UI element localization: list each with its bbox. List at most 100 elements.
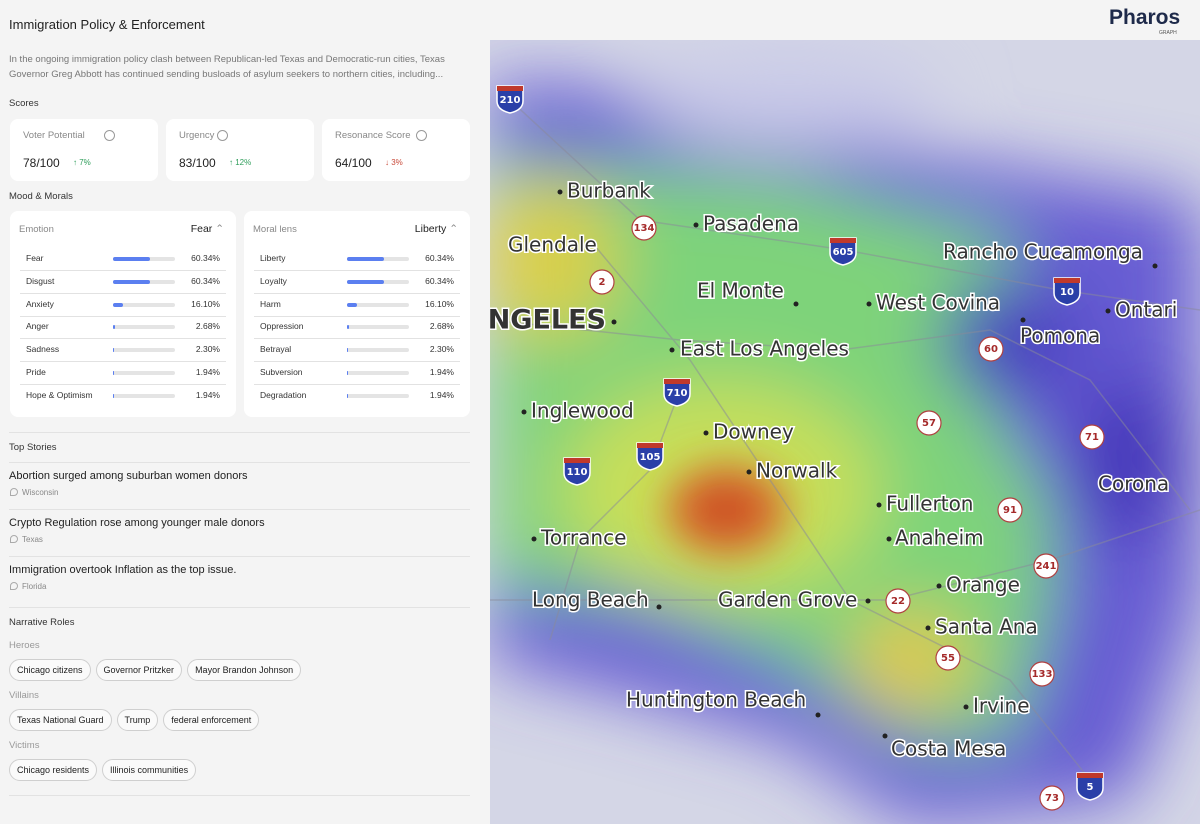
score-card[interactable]: Voter Potential 78/100 ↑ 7%: [10, 119, 158, 181]
row-value: 60.34%: [191, 253, 220, 263]
city-dot: [693, 222, 699, 228]
heat-map[interactable]: Burbank Glendale Pasadena ANGELES El Monte We…: [490, 40, 1200, 824]
story-headline[interactable]: Crypto Regulation rose among younger mal…: [9, 517, 265, 529]
route-number: 71: [1085, 432, 1099, 443]
score-value: 83/100: [179, 156, 216, 170]
interstate-number: 105: [640, 452, 661, 463]
role-tag[interactable]: Governor Pritzker: [95, 659, 183, 681]
city-dot: [936, 583, 942, 589]
interstate-shield: [496, 85, 524, 114]
row-value: 60.34%: [191, 275, 220, 286]
row-separator: [254, 315, 460, 317]
dropdown[interactable]: Liberty ⌃: [415, 223, 458, 235]
story-location: Florida: [22, 582, 47, 591]
row-value: 2.30%: [195, 344, 220, 355]
city-dot: [531, 536, 537, 542]
score-label: Urgency: [179, 130, 215, 141]
role-tag[interactable]: Trump: [116, 709, 159, 731]
mood-panel: Moral lens Liberty ⌃ Liberty 60.34% Loyalty 6…: [244, 211, 470, 417]
interstate-number: 210: [500, 95, 521, 106]
city-label: Santa Ana: [935, 615, 1038, 639]
city-label: Fullerton: [886, 492, 973, 516]
route-number: 241: [1036, 561, 1057, 572]
city-label: El Monte: [697, 279, 784, 303]
logo-sub: GRAPH: [1159, 30, 1177, 36]
row-label: Anxiety: [26, 298, 54, 309]
city-dot: [815, 712, 821, 718]
row-separator: [20, 338, 226, 340]
role-tag[interactable]: Texas National Guard: [9, 709, 112, 731]
row-label: Anger: [26, 321, 49, 332]
interstate-number: 605: [833, 247, 854, 258]
chevron[interactable]: ⌃: [212, 223, 224, 235]
row-label: Liberty: [260, 253, 286, 263]
row-label: Sadness: [26, 344, 60, 355]
role-tag[interactable]: Mayor Brandon Johnson: [187, 659, 302, 681]
score-value: 64/100: [335, 156, 372, 170]
separator: [9, 462, 470, 463]
interstate-shield: [636, 442, 664, 471]
interstate-number: 110: [567, 467, 588, 478]
city-dot: [521, 409, 527, 415]
route-shield: [1079, 424, 1105, 450]
separator: [9, 795, 470, 796]
city-dot: [886, 536, 892, 542]
city-dot: [611, 319, 617, 325]
row-value: 1.94%: [195, 367, 220, 377]
role-tag[interactable]: Illinois communities: [102, 759, 197, 781]
score-change: ↓ 3%: [385, 158, 403, 167]
summary: In the ongoing immigration policy clash …: [9, 54, 445, 80]
bar: [113, 371, 115, 375]
row-label: Hope & Optimism: [26, 389, 93, 400]
bar-track: [347, 393, 409, 398]
mood-panel: Emotion Fear ⌃ Fear 60.34% Disgust 60.34% Anxi…: [10, 211, 236, 417]
city-label: Pasadena: [703, 212, 799, 236]
logo: Pharos: [1109, 6, 1181, 29]
role-label: Victims: [9, 740, 40, 751]
city-label: Norwalk: [756, 459, 838, 483]
dropdown-value[interactable]: Liberty: [414, 223, 447, 235]
score-card[interactable]: Urgency 83/100 ↑ 12%: [166, 119, 314, 181]
row-label: Fear: [26, 253, 44, 263]
bar-track: [347, 348, 409, 353]
interstate-shield: [829, 237, 857, 266]
city-label: Corona: [1098, 472, 1169, 496]
row-label: Pride: [26, 367, 46, 377]
page-title: Immigration Policy & Enforcement: [9, 17, 205, 32]
role-tag[interactable]: Chicago residents: [9, 759, 98, 781]
city-dot: [963, 704, 969, 710]
city-label: Orange: [946, 573, 1020, 597]
info-icon: [416, 130, 427, 141]
row-value: 16.10%: [425, 298, 454, 309]
role-tag[interactable]: federal enforcement: [163, 709, 260, 731]
bar-track: [347, 302, 409, 307]
bar-track: [347, 371, 409, 375]
score-label: Resonance Score: [335, 130, 411, 141]
bar: [347, 393, 349, 398]
row-value: 2.68%: [429, 321, 454, 332]
row-separator: [254, 292, 460, 294]
dropdown[interactable]: Fear ⌃: [191, 223, 224, 235]
city-label: Glendale: [508, 233, 597, 257]
score-change: ↑ 12%: [229, 158, 252, 167]
score-card[interactable]: Resonance Score 64/100 ↓ 3%: [322, 119, 470, 181]
route-number: 91: [1003, 505, 1017, 516]
row-separator: [20, 315, 226, 317]
chevron[interactable]: ⌃: [446, 223, 458, 235]
city-label: Torrance: [540, 526, 626, 550]
bar: [113, 325, 115, 330]
dropdown-value[interactable]: Fear: [190, 223, 213, 235]
route-number: 134: [634, 223, 655, 234]
city-dot: [866, 301, 872, 307]
interstate-shield: [1053, 277, 1081, 306]
city-label: Burbank: [567, 179, 651, 203]
interstate-number: 5: [1087, 782, 1094, 793]
story-headline[interactable]: Abortion surged among suburban women don…: [9, 470, 248, 482]
interstate-band: [1077, 773, 1103, 778]
role-tag[interactable]: Chicago citizens: [9, 659, 91, 681]
interstate-shield: [563, 457, 591, 486]
story-headline[interactable]: Immigration overtook Inflation as the to…: [9, 564, 237, 576]
city-label: Pomona: [1020, 324, 1100, 348]
bar-track: [113, 348, 175, 353]
section-title: Top Stories: [9, 442, 57, 453]
